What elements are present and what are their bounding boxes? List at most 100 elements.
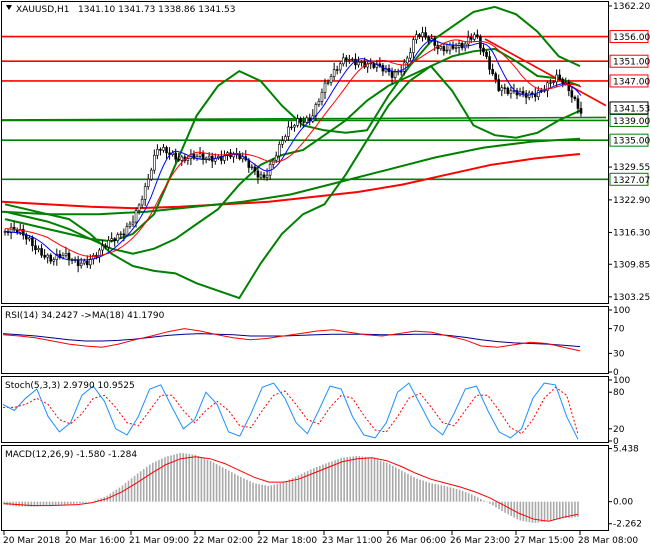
candle-body (9, 226, 13, 234)
level-badge-0: 1356.00 (613, 33, 650, 43)
candle-body (21, 229, 25, 236)
rsi-panel-frame (1, 306, 609, 374)
candle-body (274, 155, 278, 161)
time-tick-label: 21 Mar 09:00 (129, 536, 189, 546)
candle-body (533, 94, 537, 98)
candle-body (253, 166, 257, 172)
candle-body (500, 87, 504, 91)
level-badge-2: 1347.00 (613, 77, 650, 87)
stochastic-panel[interactable]: 100 80 20 0 Stoch(5,3,3) 2.9790 10.9525 (2, 376, 630, 447)
rsi-axis: 100 70 30 0 (608, 306, 630, 378)
candle-body (482, 47, 485, 53)
candle-body (552, 81, 555, 83)
bb-upper-line (4, 5, 581, 243)
stoch-tick-label: 80 (613, 388, 625, 398)
candle-body (351, 58, 354, 61)
candle-body (131, 221, 135, 225)
candle-body (262, 174, 266, 178)
candle-body (250, 166, 254, 169)
time-tick-label: 23 Mar 11:00 (322, 536, 382, 546)
time-tick-label: 28 Mar 08:00 (578, 536, 638, 546)
candle-body (287, 126, 290, 137)
candle-body (156, 149, 159, 156)
candle-body (34, 245, 37, 251)
rsi-tick-label: 0 (613, 368, 619, 378)
rsi-tick-label: 100 (613, 306, 630, 316)
time-tick-label: 22 Mar 02:00 (193, 536, 253, 546)
level-badge-1: 1351.00 (613, 58, 650, 68)
trendline-red (484, 38, 607, 107)
candle-body (259, 174, 263, 178)
rsi-lines (2, 328, 581, 352)
candle-body (317, 101, 321, 105)
ma-slow-green-line (1, 137, 581, 216)
candle-body (357, 61, 360, 66)
candle-body (399, 71, 403, 73)
candle-body (52, 259, 56, 262)
candle-body (405, 57, 409, 64)
price-panel[interactable]: 1362.20 1329.55 1322.90 1316.30 1309.85 1303.… (1, 2, 650, 303)
candle-body (162, 147, 165, 151)
candle-body (134, 210, 138, 223)
bb-lower-line (4, 64, 581, 300)
candle-body (445, 49, 449, 52)
candle-body (125, 226, 129, 236)
candle-body (427, 37, 430, 41)
candle-body (119, 233, 123, 236)
candle-body (573, 96, 577, 100)
ma-fast-red-line (4, 39, 582, 257)
candle-body (277, 144, 281, 157)
level-badges: 1356.00 1351.00 1347.00 1339.00 1335.00 1327.… (609, 30, 650, 186)
level-badge-5: 1327.07 (613, 176, 650, 186)
candle-body (393, 71, 397, 78)
candle-body (104, 245, 107, 248)
stoch-tick-label: 0 (613, 437, 619, 447)
macd-histogram (3, 452, 579, 523)
candle-body (335, 69, 339, 71)
rsi-line (2, 328, 581, 352)
candle-body (296, 118, 299, 126)
candle-body (473, 34, 476, 40)
level-badge-4: 1335.00 (613, 137, 650, 147)
main-panel-frame (1, 1, 609, 304)
candle-body (378, 63, 382, 66)
candle-body (220, 156, 223, 161)
candle-body (469, 37, 473, 40)
macd-panel[interactable]: 5.438 0.00 -2.262 MACD(12,26,9) -1.580 -1.… (3, 445, 642, 530)
candle-body (488, 56, 491, 70)
candle-body (338, 63, 342, 71)
candle-body (476, 34, 479, 37)
level-badge-3: 1339.00 (613, 117, 650, 127)
price-header: XAUUSD,H1 1341.10 1341.73 1338.86 1341.5… (6, 5, 235, 15)
level-badge-1-box (609, 54, 649, 68)
candle-body (341, 57, 345, 65)
candle-body (101, 245, 104, 251)
candle-body (546, 82, 549, 91)
candle-body (43, 254, 46, 258)
stoch-label: Stoch(5,3,3) 2.9790 10.9525 (5, 381, 135, 391)
candle-body (174, 152, 177, 160)
rsi-ma-line (2, 333, 581, 348)
candle-body (25, 234, 28, 240)
candle-body (82, 260, 86, 264)
rsi-panel[interactable]: 100 70 30 0 RSI(14) 34.2427 ->MA(18) 41.179… (2, 306, 630, 378)
time-tick-label: 20 Mar 2018 (3, 536, 60, 546)
stoch-signal-line (3, 386, 579, 435)
ma-slow-red-line (1, 153, 581, 210)
candle-body (329, 76, 333, 83)
candle-body (165, 147, 168, 154)
candle-body (415, 34, 418, 41)
candle-body (31, 237, 34, 247)
candle-body (497, 79, 501, 91)
candle-body (177, 158, 181, 161)
price-tick-label: 1303.25 (613, 293, 650, 303)
candle-body (207, 155, 211, 159)
candle-body (107, 240, 110, 248)
candle-body (110, 238, 113, 241)
level-badge-4-box (609, 133, 649, 147)
candle-body (61, 255, 65, 258)
candle-body (122, 233, 126, 236)
candle-body (323, 82, 327, 93)
candle-body (256, 170, 260, 178)
candle-body (153, 155, 156, 171)
